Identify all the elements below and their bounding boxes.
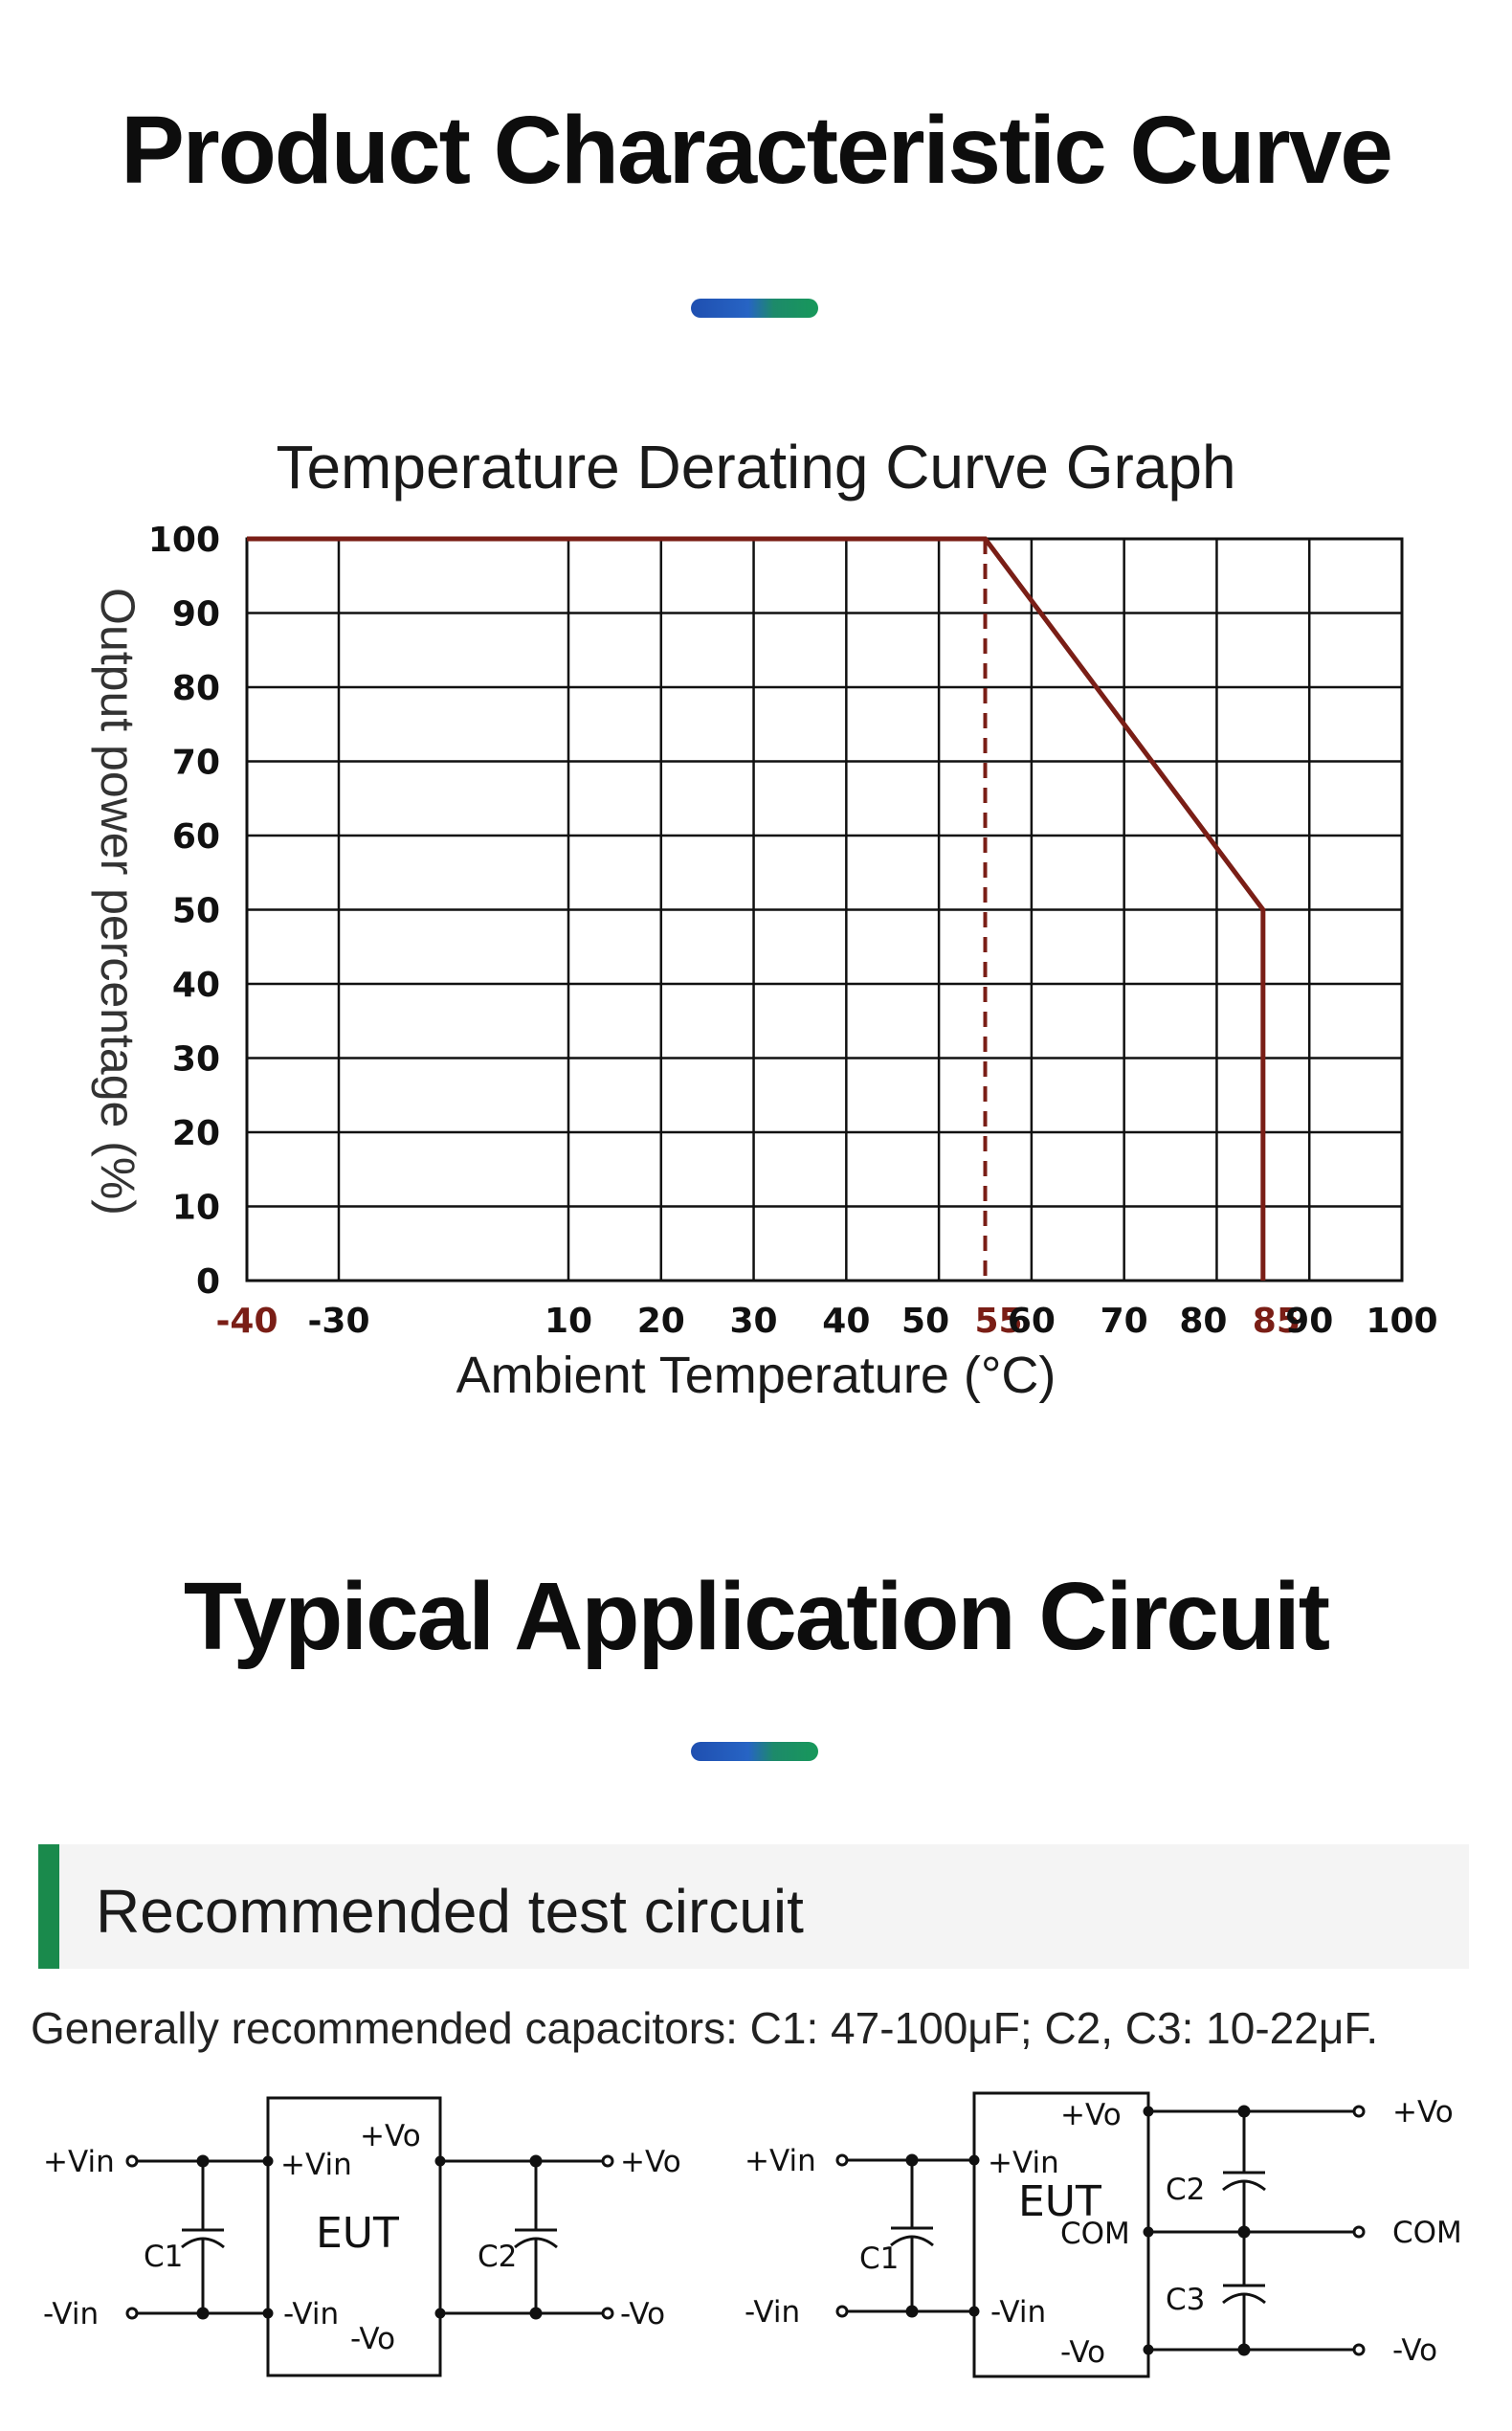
label-eut-out-neg-right: -Vo: [1060, 2335, 1105, 2370]
y-tick-0: 0: [196, 1262, 220, 1302]
label-c3-right: C3: [1166, 2283, 1205, 2317]
label-eut-in-pos-left: +Vin: [280, 2148, 352, 2182]
label-eut-out-pos-right: +Vo: [1060, 2098, 1122, 2132]
label-c2-left: C2: [478, 2240, 517, 2274]
circuit-right-labels: +Vin -Vin C1 +Vo +Vin EUT COM -Vin -Vo C…: [745, 2095, 1462, 2370]
title-divider-1: [691, 299, 818, 318]
x-tick-30: 30: [730, 1302, 778, 1341]
y-tick-30: 30: [172, 1040, 220, 1080]
x-tick-100: 100: [1366, 1302, 1437, 1341]
section-title-characteristic: Product Characteristic Curve: [121, 97, 1393, 204]
terminal-out-com-right: [1352, 2225, 1366, 2239]
label-c1-right: C1: [859, 2241, 899, 2276]
label-out-pos-left: +Vo: [620, 2145, 681, 2179]
title-divider-2: [691, 1742, 818, 1761]
label-in-pos-right: +Vin: [745, 2144, 816, 2178]
label-eut-right: EUT: [1018, 2177, 1101, 2226]
y-axis-label: Output power percentage (%): [91, 588, 145, 1216]
label-eut-in-neg-right: -Vin: [990, 2295, 1046, 2330]
application-circuit-diagrams: +Vin -Vin C1 +Vin +Vo EUT -Vin -Vo C2 +V…: [43, 2091, 1462, 2378]
terminal-out-neg-right: [1352, 2343, 1366, 2356]
x-tick-55: 55: [974, 1302, 1022, 1341]
x-tick--40: -40: [215, 1302, 278, 1341]
x-axis-label: Ambient Temperature (°C): [456, 1347, 1056, 1404]
chart-series: [247, 536, 1266, 1281]
circuit-left-labels: +Vin -Vin C1 +Vin +Vo EUT -Vin -Vo C2 +V…: [43, 2119, 681, 2356]
terminal-in-pos-right: [835, 2153, 849, 2167]
y-tick-50: 50: [172, 892, 220, 931]
derating-chart: Temperature Derating Curve Graph 0 10 20 30…: [91, 433, 1438, 1404]
circuit-left: [125, 2096, 614, 2377]
y-tick-60: 60: [172, 817, 220, 857]
series-line-0: [247, 536, 1266, 1281]
terminal-in-pos-left: [125, 2154, 139, 2168]
y-tick-40: 40: [172, 966, 220, 1005]
y-tick-90: 90: [172, 595, 220, 635]
subheading-accent: [38, 1844, 59, 1969]
label-eut-out-neg-left: -Vo: [350, 2322, 395, 2356]
label-eut-left: EUT: [316, 2209, 399, 2258]
section-title-application: Typical Application Circuit: [183, 1563, 1330, 1670]
subheading-recommended-test-circuit: Recommended test circuit: [96, 1877, 804, 1946]
terminal-in-neg-right: [835, 2305, 849, 2318]
x-tick-90: 90: [1285, 1302, 1333, 1341]
x-tick-85: 85: [1253, 1302, 1301, 1341]
label-eut-com-right: COM: [1060, 2217, 1130, 2251]
terminal-out-pos-left: [601, 2154, 614, 2168]
label-out-com-right: COM: [1392, 2216, 1462, 2250]
label-c1-left: C1: [144, 2240, 183, 2274]
terminal-in-neg-left: [125, 2307, 139, 2320]
y-tick-10: 10: [172, 1189, 220, 1228]
terminal-out-neg-left: [601, 2307, 614, 2320]
label-in-neg-left: -Vin: [43, 2297, 99, 2331]
x-tick-80: 80: [1179, 1302, 1227, 1341]
y-tick-100: 100: [148, 521, 220, 560]
label-in-pos-left: +Vin: [43, 2145, 115, 2179]
x-tick-40: 40: [822, 1302, 870, 1341]
x-tick-60: 60: [1008, 1302, 1056, 1341]
x-tick-10: 10: [545, 1302, 592, 1341]
subheading-bar: [38, 1844, 1469, 1969]
circuit-right: [835, 2091, 1366, 2378]
label-in-neg-right: -Vin: [745, 2295, 800, 2330]
label-c2-right: C2: [1166, 2173, 1205, 2207]
y-tick-80: 80: [172, 669, 220, 708]
label-eut-out-pos-left: +Vo: [360, 2119, 421, 2153]
x-tick-20: 20: [637, 1302, 685, 1341]
x-tick-70: 70: [1101, 1302, 1148, 1341]
label-eut-in-neg-left: -Vin: [283, 2297, 339, 2331]
x-tick--30: -30: [307, 1302, 369, 1341]
y-tick-70: 70: [172, 744, 220, 783]
label-out-neg-right: -Vo: [1392, 2333, 1437, 2368]
chart-title: Temperature Derating Curve Graph: [276, 433, 1235, 502]
y-tick-20: 20: [172, 1114, 220, 1153]
label-out-pos-right: +Vo: [1392, 2095, 1454, 2130]
eut-box-left: [266, 2096, 442, 2377]
capacitor-recommendation-note: Generally recommended capacitors: C1: 47…: [31, 2003, 1379, 2053]
chart-grid: [245, 537, 1404, 1282]
label-eut-in-pos-right: +Vin: [988, 2146, 1059, 2180]
y-tick-labels: 0 10 20 30 40 50 60 70 80 90 100: [148, 521, 220, 1302]
x-tick-50: 50: [901, 1302, 949, 1341]
terminal-out-pos-right: [1352, 2105, 1366, 2118]
label-out-neg-left: -Vo: [620, 2297, 665, 2331]
